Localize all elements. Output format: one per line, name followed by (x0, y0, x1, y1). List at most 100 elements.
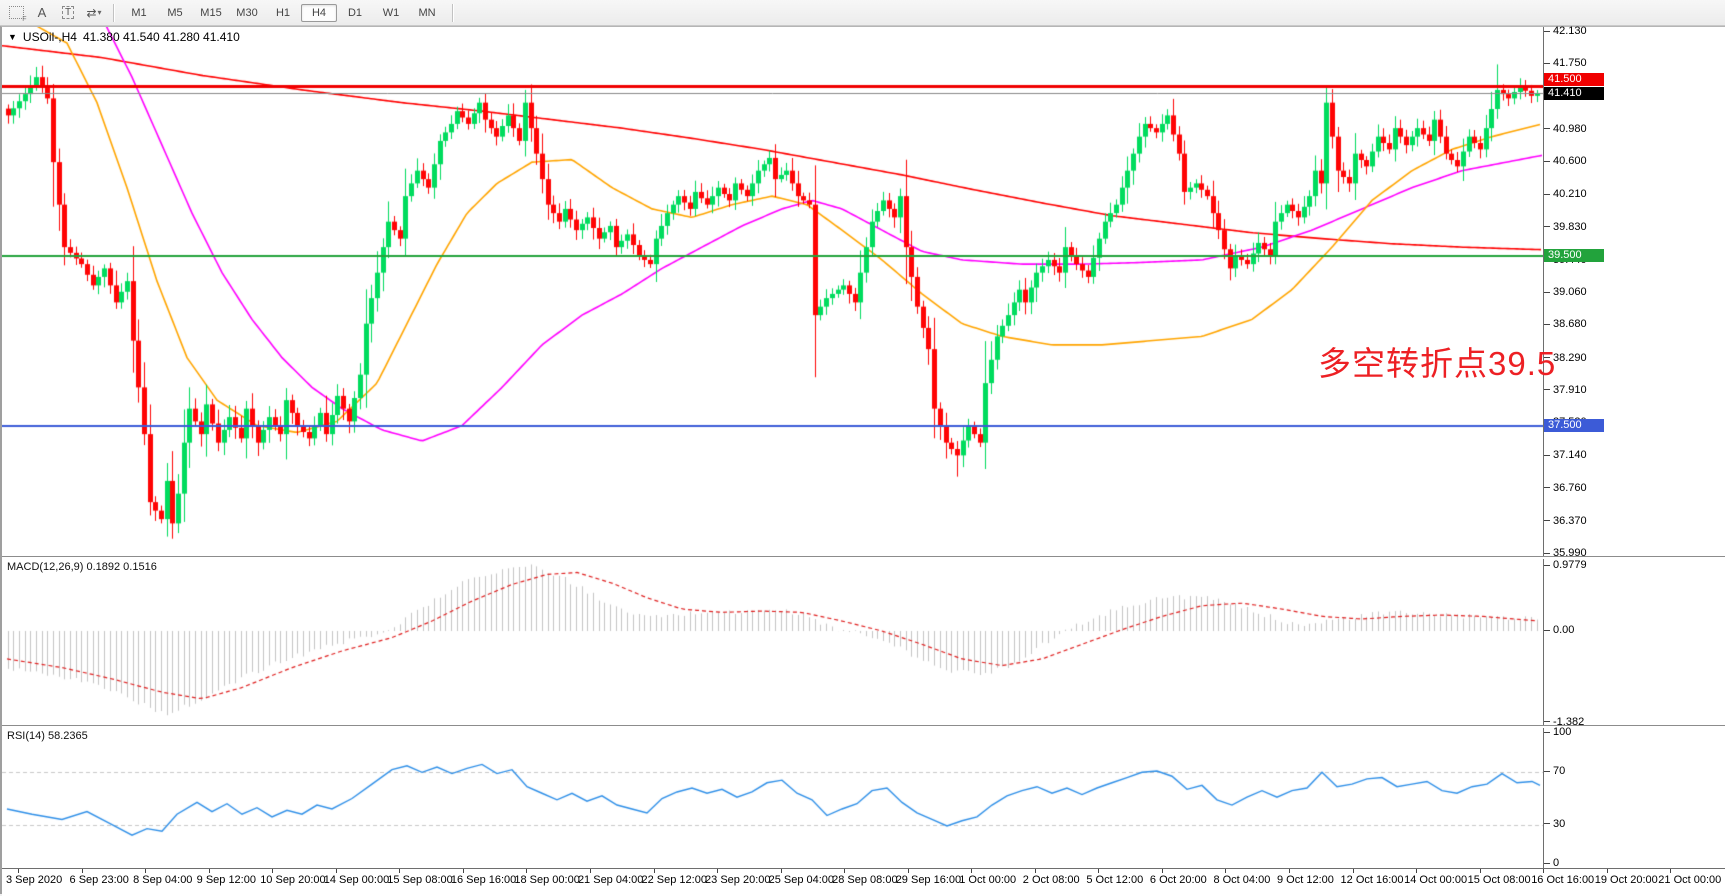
time-tick (462, 869, 464, 873)
macd-tick: -1.382 (1544, 716, 1584, 728)
toolbar-separator (113, 3, 114, 22)
price-tag-37-500: 37.500 (1544, 419, 1604, 433)
time-label: 29 Sep 16:00 (895, 874, 962, 886)
arrows-tool-icon[interactable]: ⇄ ▾ (86, 5, 102, 20)
rsi-axis[interactable]: 100 70 30 0 (1543, 726, 1725, 869)
price-tick: 39.830 (1544, 221, 1587, 233)
time-label: 19 Oct 20:00 (1594, 874, 1658, 886)
rsi-label: RSI(14) 58.2365 (7, 730, 88, 742)
time-label: 23 Sep 20:00 (705, 874, 771, 886)
time-tick (18, 869, 19, 873)
macd-axis[interactable]: 0.9779 0.00 -1.382 (1543, 559, 1725, 728)
time-label: 14 Oct 00:00 (1404, 874, 1468, 886)
time-tick (145, 869, 147, 873)
rsi-tick: 100 (1544, 726, 1571, 738)
time-label: 16 Sep 16:00 (450, 874, 517, 886)
price-chart-canvas[interactable] (2, 27, 1543, 556)
time-label: 1 Oct 00:00 (959, 874, 1017, 886)
timeframe-d1[interactable]: D1 (347, 6, 363, 19)
time-tick (272, 869, 274, 873)
time-label: 9 Sep 12:00 (196, 874, 256, 886)
time-axis[interactable]: 3 Sep 2020 6 Sep 23:00 8 Sep 04:00 9 Sep 12… (2, 868, 1725, 896)
timeframe-m1[interactable]: M1 (131, 6, 147, 19)
macd-label: MACD(12,26,9) 0.1892 0.1516 (7, 561, 157, 573)
time-tick (1225, 869, 1227, 873)
price-tick: 37.910 (1544, 384, 1587, 396)
time-tick (907, 869, 909, 873)
time-tick (844, 869, 846, 873)
time-tick (399, 869, 401, 873)
time-tick (717, 869, 719, 873)
timeframe-buttons: M1 M5 M15 M30 H1 H4 D1 W1 MN (121, 3, 445, 22)
time-label: 25 Sep 04:00 (768, 874, 835, 886)
price-tick: 40.600 (1544, 155, 1587, 167)
time-label: 10 Sep 20:00 (260, 874, 326, 886)
price-axis[interactable]: 42.13041.75041.36040.98040.60040.21039.8… (1543, 25, 1725, 559)
time-tick (1543, 869, 1545, 873)
price-tick: 37.140 (1544, 449, 1587, 461)
price-tick: 36.760 (1544, 482, 1587, 494)
timeframe-m15[interactable]: M15 (200, 6, 222, 19)
text-box-icon[interactable]: T (56, 2, 80, 23)
chart-ohlc-values: 41.380 41.540 41.280 41.410 (82, 30, 240, 44)
grid-f-icon[interactable] (4, 2, 28, 23)
rsi-canvas[interactable] (2, 728, 1543, 868)
price-tick: 36.370 (1544, 515, 1587, 527)
time-label: 8 Oct 04:00 (1213, 874, 1271, 886)
time-tick (589, 869, 591, 873)
time-tick (780, 869, 782, 873)
price-tick: 40.980 (1544, 123, 1587, 135)
rsi-pane: RSI(14) 58.2365 (2, 728, 1543, 868)
time-label: 9 Oct 12:00 (1277, 874, 1334, 886)
time-label: 28 Sep 08:00 (832, 874, 898, 886)
macd-pane: MACD(12,26,9) 0.1892 0.1516 (2, 559, 1543, 725)
timeframe-w1[interactable]: W1 (382, 6, 400, 19)
macd-tick: 0.9779 (1544, 559, 1587, 571)
price-tag-39-500: 39.500 (1544, 249, 1604, 263)
time-label: 12 Oct 16:00 (1340, 874, 1404, 886)
timeframe-mn[interactable]: MN (418, 6, 436, 19)
time-tick (335, 869, 337, 873)
chart-window: ▼ USOil-,H4 41.380 41.540 41.280 41.410 … (0, 25, 1725, 896)
timeframe-h4[interactable]: H4 (301, 3, 337, 22)
time-tick (1289, 869, 1290, 873)
time-label: 6 Sep 23:00 (69, 874, 129, 886)
timeframe-m5[interactable]: M5 (167, 6, 183, 19)
rsi-tick: 0 (1544, 857, 1559, 869)
timeframe-h1[interactable]: H1 (275, 6, 291, 19)
toolbar: A T ⇄▾ M1 M5 M15 M30 H1 H4 D1 W1 MN (0, 0, 1725, 26)
chart-annotation-text: 多空转折点39.5 (1318, 345, 1557, 382)
time-tick (971, 869, 973, 873)
price-tag-41-410: 41.410 (1544, 86, 1604, 100)
chart-title: ▼ USOil-,H4 41.380 41.540 41.280 41.410 (8, 30, 240, 44)
price-tick: 39.060 (1544, 286, 1587, 298)
price-tag-41-500: 41.500 (1544, 72, 1604, 86)
time-tick (1034, 869, 1036, 873)
dropdown-caret-icon[interactable]: ▾ (97, 8, 102, 17)
time-label: 18 Sep 00:00 (514, 874, 580, 886)
time-label: 5 Oct 12:00 (1086, 874, 1144, 886)
collapse-arrow-icon[interactable]: ▼ (8, 32, 17, 42)
time-tick (653, 869, 655, 873)
chart-symbol-label: USOil-,H4 (22, 30, 77, 44)
macd-canvas[interactable] (2, 559, 1543, 725)
macd-tick: 0.00 (1544, 624, 1574, 636)
rsi-tick: 30 (1544, 818, 1565, 830)
toolbar-separator-2 (452, 3, 453, 22)
label-a-icon[interactable]: A (37, 5, 47, 20)
price-tick: 38.290 (1544, 352, 1587, 364)
price-pane: ▼ USOil-,H4 41.380 41.540 41.280 41.410 … (2, 27, 1555, 556)
time-label: 21 Oct 00:00 (1658, 874, 1722, 886)
time-label: 8 Sep 04:00 (133, 874, 193, 886)
time-tick (1352, 869, 1354, 873)
timeframe-m30[interactable]: M30 (236, 6, 258, 19)
time-tick (1479, 869, 1481, 873)
time-label: 16 Oct 16:00 (1531, 874, 1595, 886)
price-tick: 40.210 (1544, 188, 1587, 200)
time-label: 15 Sep 08:00 (387, 874, 453, 886)
time-tick (1606, 869, 1608, 873)
time-tick (1161, 869, 1163, 873)
rsi-tick: 70 (1544, 765, 1565, 777)
time-tick (1098, 869, 1100, 873)
time-tick (1416, 869, 1418, 873)
